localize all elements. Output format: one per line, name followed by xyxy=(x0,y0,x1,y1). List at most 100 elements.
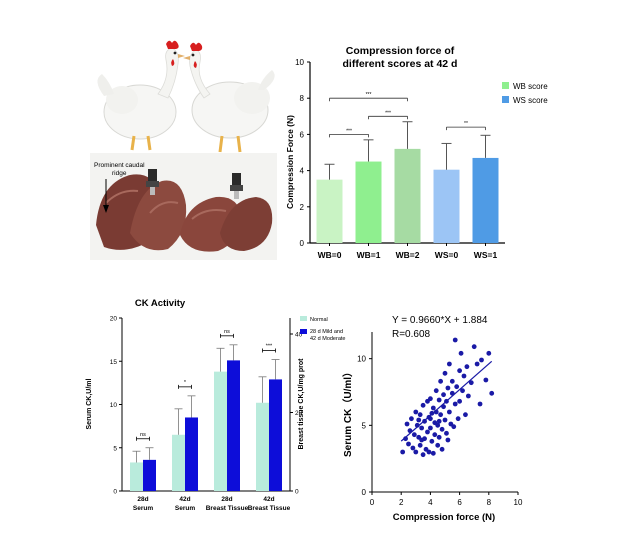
ck-bar xyxy=(256,402,269,491)
ck-legend-swatch xyxy=(300,316,307,321)
ck-bar xyxy=(227,360,240,491)
ck-x-tick-label-line1: 28d xyxy=(221,496,232,503)
scatter-point xyxy=(409,416,414,422)
scatter-point xyxy=(486,350,492,356)
ck-significance-label: * xyxy=(184,380,187,386)
ck-x-tick-label-line2: Breast Tissue xyxy=(248,505,291,512)
scatter-point xyxy=(489,390,495,396)
scatter-point xyxy=(445,437,451,443)
scatter-point xyxy=(460,388,465,394)
compression-x-tick-label: WB=0 xyxy=(318,250,342,260)
scatter-point xyxy=(458,350,464,356)
compression-chart-title-line2: different scores at 42 d xyxy=(343,58,458,70)
ck-left-tick-label: 15 xyxy=(110,359,118,366)
scatter-point xyxy=(436,434,442,440)
scatter-point xyxy=(433,388,439,394)
scatter-point xyxy=(430,405,436,411)
ck-bar xyxy=(269,379,282,491)
compression-legend-label: WS score xyxy=(513,96,548,105)
scatter-point xyxy=(465,393,471,399)
scatter-point xyxy=(445,385,451,391)
ck-bar xyxy=(214,371,227,491)
scatter-x-axis-label: Compression force (N) xyxy=(393,512,495,523)
scatter-point xyxy=(413,409,419,415)
scatter-point xyxy=(400,449,406,455)
compression-y-tick-label: 10 xyxy=(295,58,304,67)
ck-bar xyxy=(143,459,156,491)
ck-activity-chart: CK Activity Serum CK,U/ml Breast tissue … xyxy=(86,298,345,512)
ck-left-axis-label: Serum CK,U/ml xyxy=(86,378,93,429)
scatter-point xyxy=(438,412,444,418)
arrow-head-icon xyxy=(103,205,109,213)
scatter-point xyxy=(483,377,489,383)
scatter-point xyxy=(429,438,435,444)
scatter-point xyxy=(436,418,442,424)
scatter-point xyxy=(436,397,442,403)
scatter-y-tick-label: 5 xyxy=(362,421,367,430)
breast-fillet-photo: Prominent caudal ridge xyxy=(90,153,277,260)
scatter-point xyxy=(403,436,408,442)
significance-label: *** xyxy=(366,92,372,98)
scatter-x-tick-label: 2 xyxy=(399,498,404,507)
ck-right-tick-label: 0 xyxy=(295,489,299,496)
scatter-point xyxy=(416,417,422,423)
ck-x-tick-label-line1: 42d xyxy=(179,496,190,503)
scatter-point xyxy=(417,412,423,418)
scatter-point xyxy=(413,449,419,455)
scatter-point xyxy=(420,452,426,458)
scatter-point xyxy=(435,442,441,448)
ck-left-tick-label: 20 xyxy=(110,316,118,323)
scatter-point xyxy=(452,401,458,407)
compression-y-tick-label: 6 xyxy=(300,130,305,139)
scatter-point xyxy=(451,424,457,430)
scatter-point xyxy=(432,432,438,438)
compression-x-tick-label: WS=0 xyxy=(435,250,459,260)
compression-y-axis-label: Compression Force (N) xyxy=(285,115,295,209)
ck-legend-label: 42 d Moderate xyxy=(310,336,345,342)
ck-significance-label: *** xyxy=(266,344,273,350)
compression-force-chart: Compression force of different scores at… xyxy=(285,45,548,260)
scatter-point xyxy=(404,421,410,427)
scatter-point xyxy=(444,430,449,436)
compression-bar xyxy=(433,169,460,243)
ck-right-tick-label: 20 xyxy=(295,410,303,417)
scatter-point xyxy=(420,402,426,408)
ck-right-axis-label: Breast tissue CK,U/mg prot xyxy=(298,358,305,450)
significance-label: *** xyxy=(385,110,391,116)
compression-legend-swatch xyxy=(502,96,509,103)
scatter-point xyxy=(419,437,425,443)
ck-legend-label: Normal xyxy=(310,317,328,323)
scatter-point xyxy=(449,378,455,384)
scatter-point xyxy=(471,344,477,350)
scatter-point xyxy=(442,417,448,423)
scatter-point xyxy=(457,368,462,374)
scatter-point xyxy=(464,364,470,370)
ck-chart-title: CK Activity xyxy=(135,298,186,309)
significance-label: *** xyxy=(346,128,352,134)
ck-x-tick-label-line1: 42d xyxy=(263,496,274,503)
ck-x-tick-label-line2: Serum xyxy=(133,505,153,512)
scatter-x-tick-label: 6 xyxy=(457,498,462,507)
ck-x-tick-label-line2: Breast Tissue xyxy=(206,505,249,512)
regression-line xyxy=(400,360,493,442)
scatter-point xyxy=(425,429,430,435)
scatter-point xyxy=(446,361,452,367)
chicken-right-icon xyxy=(183,42,275,153)
scatter-point xyxy=(461,373,467,379)
compression-x-tick-label: WB=1 xyxy=(357,250,381,260)
scatter-point xyxy=(477,401,483,407)
scatter-point xyxy=(417,442,423,448)
compression-x-tick-label: WB=2 xyxy=(396,250,420,260)
scatter-y-axis-label: Serum CK（U/ml） xyxy=(341,367,354,457)
scatter-x-tick-label: 0 xyxy=(370,498,375,507)
ck-legend-label: 28 d Mild and xyxy=(310,329,343,335)
scatter-point xyxy=(442,370,448,376)
scatter-point xyxy=(426,449,432,455)
compression-chart-title-line1: Compression force of xyxy=(346,45,455,57)
scatter-point xyxy=(455,416,461,422)
scatter-point xyxy=(474,361,480,367)
ck-bar xyxy=(130,462,143,491)
compression-probe-icon xyxy=(230,173,243,199)
scatter-point xyxy=(446,409,452,415)
ck-bar xyxy=(172,434,185,491)
